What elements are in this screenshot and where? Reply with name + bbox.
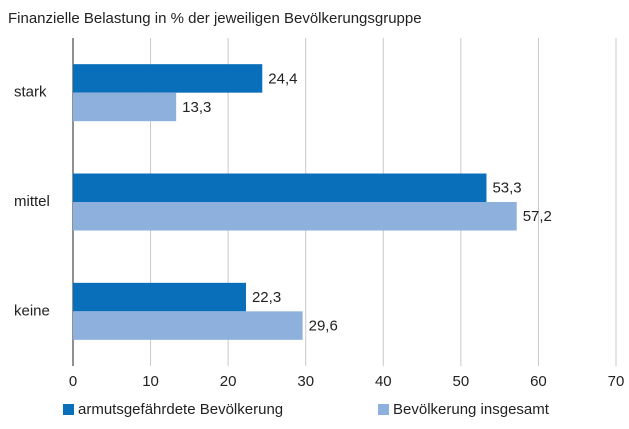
y-tick-label: stark [14,84,47,101]
data-label: 29,6 [309,318,338,335]
x-tick-label: 30 [297,373,314,390]
bar [73,202,517,231]
x-tick-label: 20 [220,373,237,390]
x-tick-label: 70 [608,373,625,390]
data-label: 13,3 [182,99,211,116]
y-tick-label: mittel [14,193,50,210]
x-tick-label: 0 [69,373,77,390]
bar [73,92,177,122]
chart-title: Finanzielle Belastung in % der jeweilige… [8,10,422,27]
x-tick-label: 40 [375,373,392,390]
x-tick-label: 60 [530,373,547,390]
data-label: 57,2 [523,208,552,225]
x-tick-label: 10 [142,373,159,390]
bar [73,173,487,202]
legend-label: armutsgefährdete Bevölkerung [78,401,283,418]
bar [73,282,246,312]
data-label: 22,3 [252,289,281,306]
legend-swatch [378,404,389,415]
y-tick-label: keine [14,302,50,319]
x-tick-label: 50 [453,373,470,390]
data-label: 53,3 [492,180,521,197]
bar [73,64,263,93]
legend-swatch [63,404,74,415]
legend-label: Bevölkerung insgesamt [393,401,550,418]
data-label: 24,4 [268,70,297,87]
bar [73,311,303,340]
